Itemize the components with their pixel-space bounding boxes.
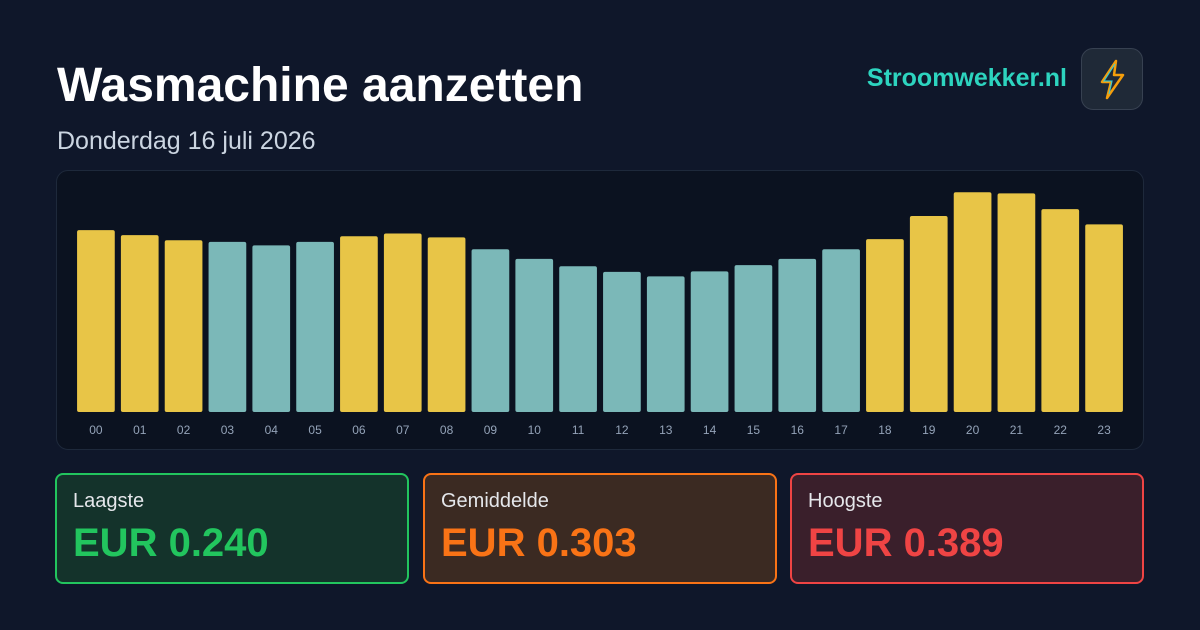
bar bbox=[77, 230, 115, 412]
x-tick-label: 10 bbox=[528, 423, 542, 437]
bar bbox=[690, 271, 729, 412]
x-tick-label: 19 bbox=[922, 423, 936, 437]
bar bbox=[909, 215, 948, 412]
x-tick-label: 20 bbox=[966, 423, 980, 437]
x-tick-label: 02 bbox=[177, 423, 191, 437]
stat-label: Laagste bbox=[73, 490, 145, 512]
bar bbox=[296, 241, 334, 412]
x-tick-label: 01 bbox=[133, 423, 147, 437]
bar bbox=[603, 271, 641, 412]
bar bbox=[471, 249, 510, 412]
bar bbox=[822, 249, 860, 412]
x-tick-label: 22 bbox=[1054, 423, 1068, 437]
stat-value: EUR 0.240 bbox=[73, 521, 269, 565]
bar bbox=[208, 241, 247, 412]
bar bbox=[559, 266, 597, 412]
x-tick-label: 05 bbox=[308, 423, 322, 437]
stat-label: Gemiddelde bbox=[441, 490, 549, 512]
bar bbox=[383, 233, 422, 412]
subtitle: Donderdag 16 juli 2026 bbox=[57, 127, 316, 155]
brand: Stroomwekker.nl bbox=[866, 64, 1067, 92]
x-tick-label: 17 bbox=[834, 423, 848, 437]
bar bbox=[866, 239, 904, 412]
x-tick-label: 14 bbox=[703, 423, 717, 437]
stat-label: Hoogste bbox=[808, 490, 883, 512]
x-tick-label: 06 bbox=[352, 423, 366, 437]
x-tick-label: 23 bbox=[1097, 423, 1111, 437]
bar bbox=[1041, 209, 1080, 412]
bar bbox=[997, 193, 1036, 412]
bar bbox=[734, 265, 773, 412]
x-tick-label: 12 bbox=[615, 423, 629, 437]
bar bbox=[164, 240, 203, 412]
bar bbox=[1085, 224, 1123, 412]
bar bbox=[515, 258, 554, 412]
stat-card: Laagste EUR 0.240 bbox=[55, 473, 409, 584]
stat-card: Gemiddelde EUR 0.303 bbox=[423, 473, 777, 584]
bar bbox=[252, 245, 291, 412]
x-tick-label: 03 bbox=[221, 423, 235, 437]
title: Wasmachine aanzetten bbox=[57, 59, 584, 112]
stat-value: EUR 0.303 bbox=[441, 521, 637, 565]
bar bbox=[340, 236, 378, 412]
bar bbox=[427, 237, 466, 412]
stat-card: Hoogste EUR 0.389 bbox=[790, 473, 1144, 584]
x-tick-label: 07 bbox=[396, 423, 410, 437]
brand-icon bbox=[1081, 48, 1143, 110]
x-tick-label: 08 bbox=[440, 423, 454, 437]
x-tick-label: 16 bbox=[791, 423, 805, 437]
bar bbox=[953, 192, 992, 412]
x-tick-label: 13 bbox=[659, 423, 673, 437]
x-tick-label: 18 bbox=[878, 423, 892, 437]
bar bbox=[120, 235, 159, 412]
x-tick-label: 21 bbox=[1010, 423, 1024, 437]
x-tick-label: 09 bbox=[484, 423, 498, 437]
bolt-icon bbox=[1100, 59, 1125, 100]
stat-value: EUR 0.389 bbox=[808, 521, 1004, 565]
x-tick-label: 15 bbox=[747, 423, 761, 437]
bar bbox=[646, 276, 685, 412]
bar bbox=[778, 258, 817, 412]
x-tick-label: 04 bbox=[265, 423, 279, 437]
x-tick-label: 00 bbox=[89, 423, 103, 437]
x-tick-label: 11 bbox=[572, 423, 585, 437]
